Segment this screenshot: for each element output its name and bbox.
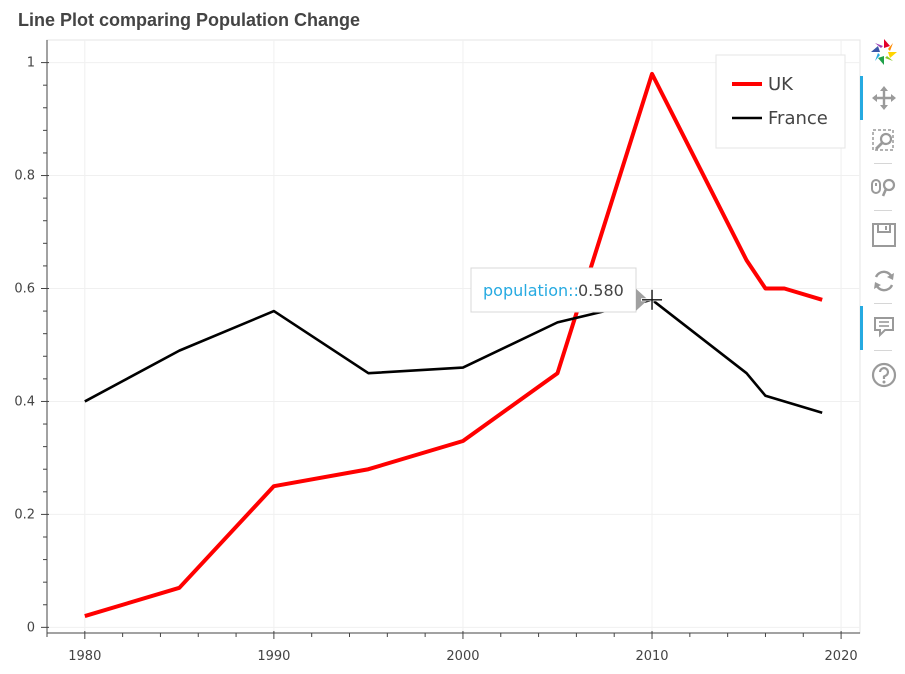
toolbar-separator <box>874 350 892 351</box>
hover-tool-icon[interactable] <box>870 313 898 341</box>
toolbar-separator <box>874 303 892 304</box>
crosshair-cursor-icon <box>641 288 664 311</box>
legend-box <box>715 54 846 149</box>
x-tick-label: 1990 <box>257 649 290 664</box>
chart-title: Line Plot comparing Population Change <box>18 10 360 30</box>
box-zoom-tool-icon[interactable] <box>870 127 898 155</box>
y-tick-label: 0.6 <box>14 281 35 296</box>
hover-tool-active-indicator <box>860 306 863 350</box>
reset-tool-icon[interactable] <box>870 267 898 295</box>
x-tick-label: 1980 <box>68 649 101 664</box>
y-tick-label: 0.4 <box>14 394 35 409</box>
pan-tool-active-indicator <box>860 76 863 120</box>
series-line-france <box>84 298 823 414</box>
x-tick-label: 2020 <box>825 649 858 664</box>
legend: UK France <box>715 54 846 149</box>
x-tick-label: 2000 <box>446 649 479 664</box>
toolbar <box>860 34 905 404</box>
legend-label-france: France <box>768 108 828 129</box>
wheel-zoom-tool-icon[interactable] <box>870 174 898 202</box>
y-tick-label: 0 <box>27 620 35 635</box>
tooltip-value: 0.580 <box>578 281 624 300</box>
axes-layer: 0 0.2 0.4 0.6 0.8 1 1980 1990 2000 2010 2020 <box>14 40 860 664</box>
tooltip-key: population:: <box>483 281 579 300</box>
y-tick-label: 0.8 <box>14 169 35 184</box>
hover-tooltip: population:: 0.580 <box>470 267 664 313</box>
toolbar-separator <box>874 210 892 211</box>
x-tick-label: 2010 <box>635 649 668 664</box>
y-tick-label: 1 <box>27 56 35 71</box>
help-tool-icon[interactable] <box>870 361 898 389</box>
legend-label-uk: UK <box>768 74 794 95</box>
bokeh-logo-icon[interactable] <box>870 38 898 66</box>
toolbar-separator <box>874 163 892 164</box>
series-layer <box>84 71 823 618</box>
save-tool-icon[interactable] <box>870 221 898 249</box>
pan-tool-icon[interactable] <box>870 84 898 112</box>
y-tick-label: 0.2 <box>14 507 35 522</box>
series-line-uk <box>84 71 823 618</box>
tooltip-box <box>470 267 637 313</box>
